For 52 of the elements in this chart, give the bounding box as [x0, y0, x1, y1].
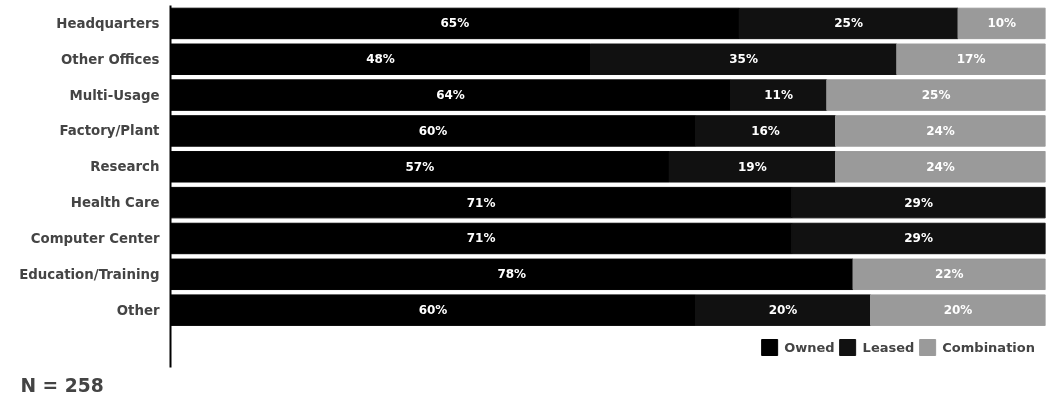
data-label: 35%: [729, 52, 758, 67]
y-tick-label: Headquarters: [56, 15, 160, 31]
data-label: 20%: [943, 303, 973, 318]
data-label: 19%: [738, 159, 767, 174]
bar: [957, 7, 1046, 40]
data-label: 25%: [834, 16, 863, 31]
y-tick-label: Factory/Plant: [59, 123, 161, 139]
y-tick-label: Education/Training: [19, 266, 160, 282]
bar: [835, 115, 1046, 147]
bar: [738, 7, 959, 40]
data-label: 17%: [956, 52, 986, 67]
legend-label: Owned: [784, 339, 835, 355]
y-tick-label: Research: [90, 159, 160, 175]
y-tick-label: Multi-Usage: [69, 87, 160, 103]
data-label: 24%: [926, 159, 955, 174]
data-label: 25%: [921, 88, 951, 103]
legend-label: Combination: [942, 339, 1035, 355]
data-label: 60%: [418, 303, 448, 318]
data-label: 24%: [926, 123, 955, 138]
data-label: 20%: [768, 303, 798, 318]
bar: [896, 43, 1046, 75]
bar: [730, 79, 828, 111]
data-label: 78%: [497, 267, 527, 282]
y-tick-label: Other Offices: [60, 51, 160, 67]
data-label: 16%: [751, 123, 780, 138]
data-label: 29%: [904, 195, 933, 210]
data-label: 22%: [934, 267, 964, 282]
text: N = 258: [20, 374, 104, 396]
data-label: 60%: [418, 123, 448, 138]
bar: [590, 43, 898, 75]
y-tick-label: Health Care: [70, 195, 160, 211]
bar: [835, 151, 1046, 183]
data-label: 71%: [466, 231, 496, 246]
y-tick-label: Computer Center: [30, 230, 160, 246]
legend-label: Leased: [862, 339, 915, 355]
data-label: 65%: [440, 16, 470, 31]
data-label: 10%: [987, 16, 1017, 31]
data-label: 11%: [764, 88, 793, 103]
bar: [695, 294, 871, 326]
data-label: 71%: [466, 195, 496, 210]
data-label: 48%: [366, 52, 395, 67]
data-label: 64%: [436, 88, 465, 103]
bar: [852, 258, 1046, 291]
bar: [695, 115, 836, 147]
bar: [668, 151, 836, 183]
y-tick-label: Other: [116, 302, 160, 318]
bar: [791, 222, 1046, 255]
bar: [826, 79, 1046, 111]
data-label: 57%: [405, 159, 435, 174]
bar: [791, 186, 1046, 219]
bar: [870, 294, 1046, 326]
data-label: 29%: [904, 231, 933, 246]
